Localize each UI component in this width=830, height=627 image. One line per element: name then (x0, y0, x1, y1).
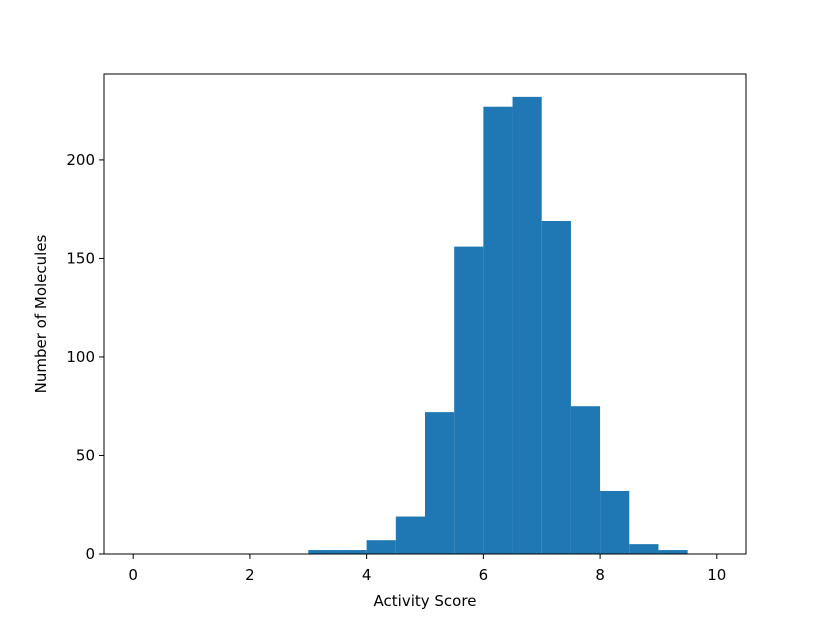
bar (425, 412, 455, 554)
y-tick-label: 200 (66, 151, 95, 169)
bar (512, 96, 542, 554)
x-tick-label: 0 (128, 566, 138, 584)
x-tick-label: 8 (595, 566, 605, 584)
x-tick-label: 2 (245, 566, 255, 584)
bar (454, 246, 484, 554)
bar (658, 550, 688, 554)
plot-frame (103, 73, 747, 555)
bar (483, 106, 513, 555)
bar (600, 490, 630, 554)
bar (395, 516, 425, 554)
x-axis-label: Activity Score (374, 592, 477, 610)
bar (308, 550, 338, 554)
bar (541, 220, 571, 555)
bar (366, 540, 396, 554)
y-tick-label: 0 (85, 545, 95, 563)
x-tick-label: 4 (362, 566, 372, 584)
y-tick-label: 100 (66, 348, 95, 366)
bar (337, 550, 367, 554)
y-axis-label: Number of Molecules (32, 234, 50, 393)
x-tick-label: 10 (707, 566, 726, 584)
y-tick-label: 150 (66, 249, 95, 267)
x-tick-label: 6 (479, 566, 489, 584)
y-tick-label: 50 (76, 446, 95, 464)
bar (629, 544, 659, 554)
bar (570, 406, 601, 554)
